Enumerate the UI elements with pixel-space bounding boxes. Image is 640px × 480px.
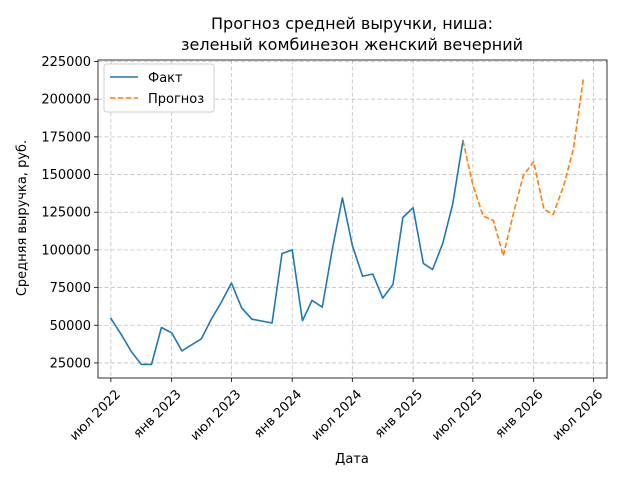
y-tick-label: 150000 xyxy=(41,168,91,183)
y-tick-label: 25000 xyxy=(50,356,91,371)
series-layer xyxy=(109,77,585,366)
y-tick-label: 50000 xyxy=(50,319,91,334)
y-tick-label: 175000 xyxy=(41,130,91,145)
legend: Факт Прогноз xyxy=(103,63,215,113)
legend-label-fact: Факт xyxy=(148,71,183,86)
x-axis-label: Дата xyxy=(335,452,369,467)
y-axis-label: Средняя выручка, руб. xyxy=(15,140,30,296)
series-line-forecast xyxy=(462,77,585,257)
legend-box xyxy=(103,63,215,113)
legend-label-forecast: Прогноз xyxy=(148,92,204,107)
chart-title-line-1: Прогноз средней выручки, ниша: xyxy=(211,14,493,33)
series-line-fact xyxy=(109,139,464,366)
y-tick-label: 125000 xyxy=(41,206,91,221)
y-tick-label: 75000 xyxy=(50,281,91,296)
y-tick-label: 200000 xyxy=(41,93,91,108)
y-tick-label: 100000 xyxy=(41,243,91,258)
chart-title-line-2: зеленый комбинезон женский вечерний xyxy=(181,35,523,54)
y-tick-label: 225000 xyxy=(41,55,91,70)
